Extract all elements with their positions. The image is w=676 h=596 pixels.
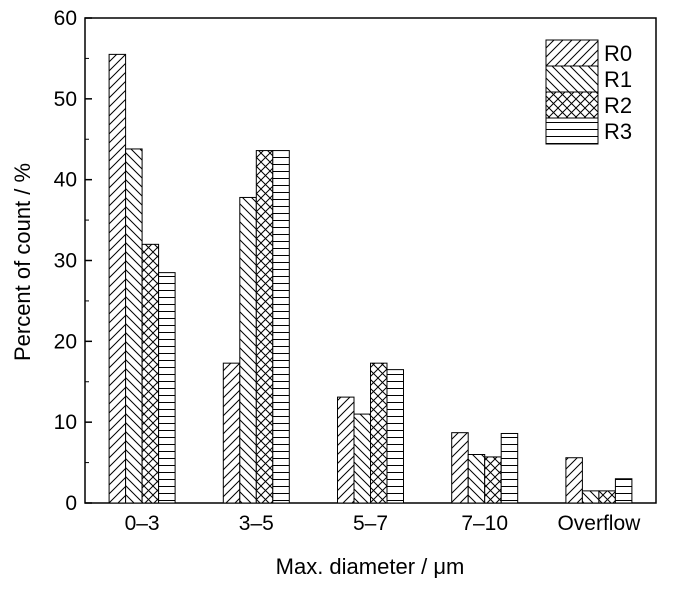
legend-swatch-r1 (545, 65, 599, 93)
bar-r3-2 (386, 369, 404, 504)
x-tick-label: 7–10 (461, 512, 508, 535)
bar-r1-1 (239, 196, 257, 504)
bar-r0-2 (337, 396, 355, 504)
bar-r3-1 (272, 150, 290, 504)
y-tick-label: 50 (54, 88, 77, 111)
bar-r2-3 (484, 456, 502, 504)
y-tick-label: 10 (54, 411, 77, 434)
legend-swatch-r0 (545, 39, 599, 67)
x-tick-label: 3–5 (239, 512, 274, 535)
x-axis-title: Max. diameter / μm (276, 554, 465, 579)
bar-r0-0 (108, 53, 127, 504)
bar-r0-3 (451, 432, 469, 504)
bar-r1-0 (125, 148, 143, 504)
legend-label-r2: R2 (604, 93, 632, 118)
x-tick-label: 5–7 (353, 512, 388, 535)
y-tick-label: 20 (54, 330, 77, 353)
bar-r3-3 (500, 432, 519, 504)
bar-r3-0 (158, 272, 176, 504)
y-tick-label: 40 (54, 169, 77, 192)
x-tick-label: Overflow (557, 512, 641, 535)
y-tick-label: 60 (54, 7, 77, 30)
bar-r2-0 (141, 243, 160, 504)
bar-r2-2 (370, 362, 388, 504)
y-tick-label: 0 (65, 492, 77, 515)
bar-r0-4 (565, 457, 583, 504)
legend-label-r0: R0 (604, 41, 632, 66)
bars-group (108, 53, 633, 504)
legend-label-r3: R3 (604, 119, 632, 144)
legend-label-r1: R1 (604, 67, 632, 92)
legend-swatch-r2 (545, 91, 599, 119)
bar-r1-4 (581, 490, 600, 504)
bar-r2-4 (598, 490, 616, 504)
x-tick-label: 0–3 (125, 512, 160, 535)
bar-r2-1 (255, 150, 274, 504)
legend-swatch-r3 (545, 117, 599, 145)
y-axis-title: Percent of count / % (10, 163, 35, 361)
bar-r1-3 (467, 454, 486, 504)
bar-r0-1 (222, 362, 241, 504)
bar-r3-4 (614, 478, 633, 504)
y-tick-label: 30 (54, 250, 77, 273)
bar-r1-2 (353, 413, 371, 504)
y-axis: 0 10 20 30 40 50 60 (54, 7, 92, 515)
